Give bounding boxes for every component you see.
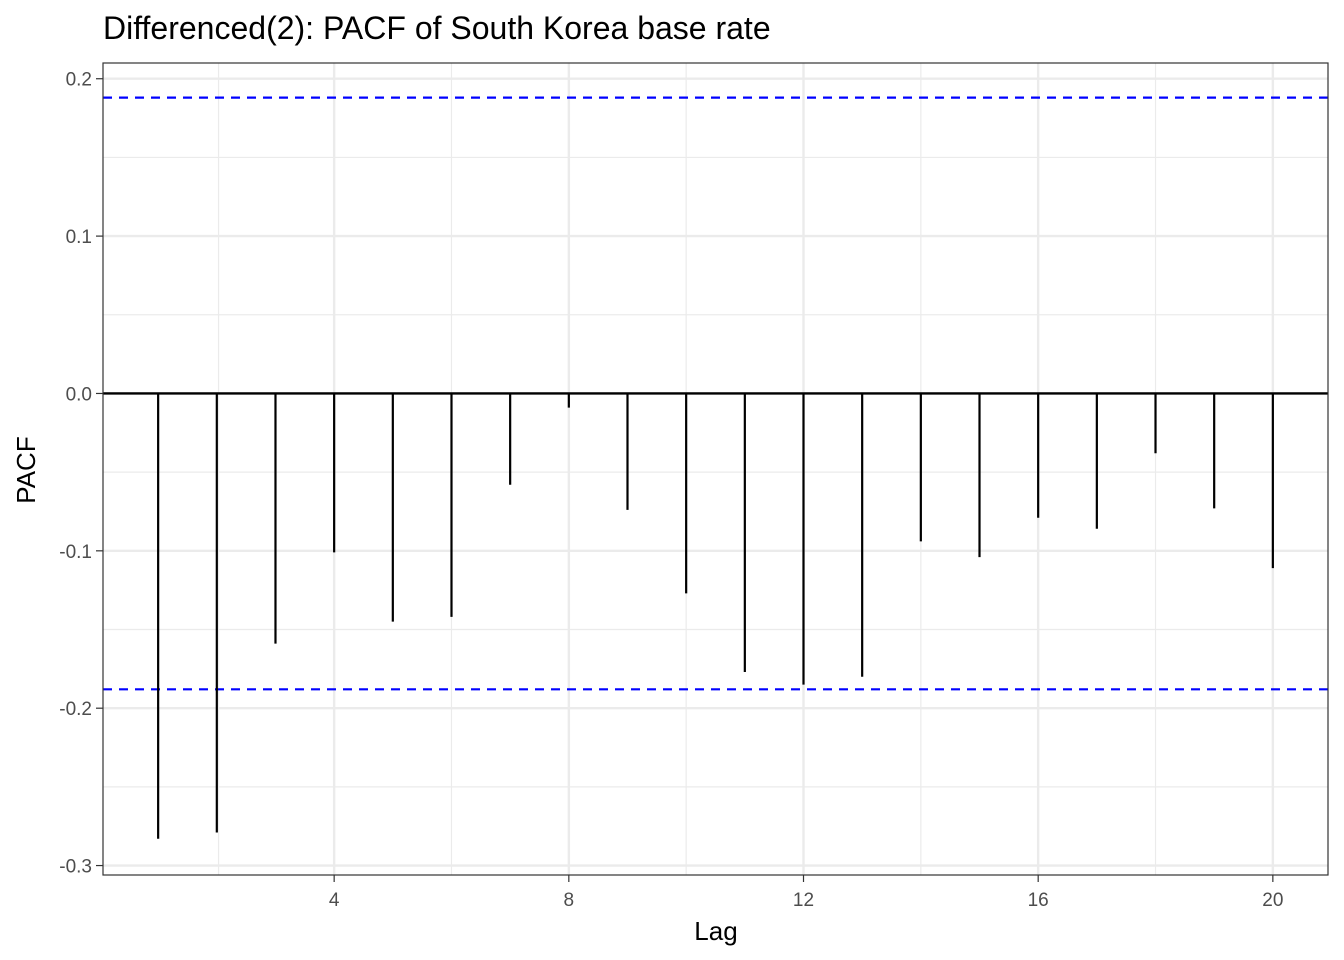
- y-axis-label: PACF: [11, 436, 41, 503]
- x-tick-label: 12: [793, 890, 814, 911]
- marks: [103, 96, 1328, 839]
- y-tick-label: 0.1: [66, 227, 92, 248]
- panel-border: [102, 62, 1329, 876]
- y-tick-label: -0.2: [59, 699, 92, 720]
- x-tick-label: 16: [1028, 890, 1049, 911]
- x-axis-label: Lag: [694, 916, 737, 946]
- chart-title: Differenced(2): PACF of South Korea base…: [103, 10, 771, 46]
- y-tick-label: -0.1: [59, 542, 92, 563]
- x-tick-label: 8: [564, 890, 575, 911]
- grid: [103, 63, 1328, 875]
- y-axis: -0.3 -0.2 -0.1 0.0 0.1 0.2: [59, 70, 103, 878]
- y-tick-label: -0.3: [59, 857, 92, 878]
- x-axis: 4 8 12 16 20: [329, 875, 1283, 911]
- y-tick-label: 0.0: [66, 384, 92, 405]
- x-tick-label: 4: [329, 890, 340, 911]
- y-tick-label: 0.2: [66, 70, 92, 91]
- x-tick-label: 20: [1262, 890, 1283, 911]
